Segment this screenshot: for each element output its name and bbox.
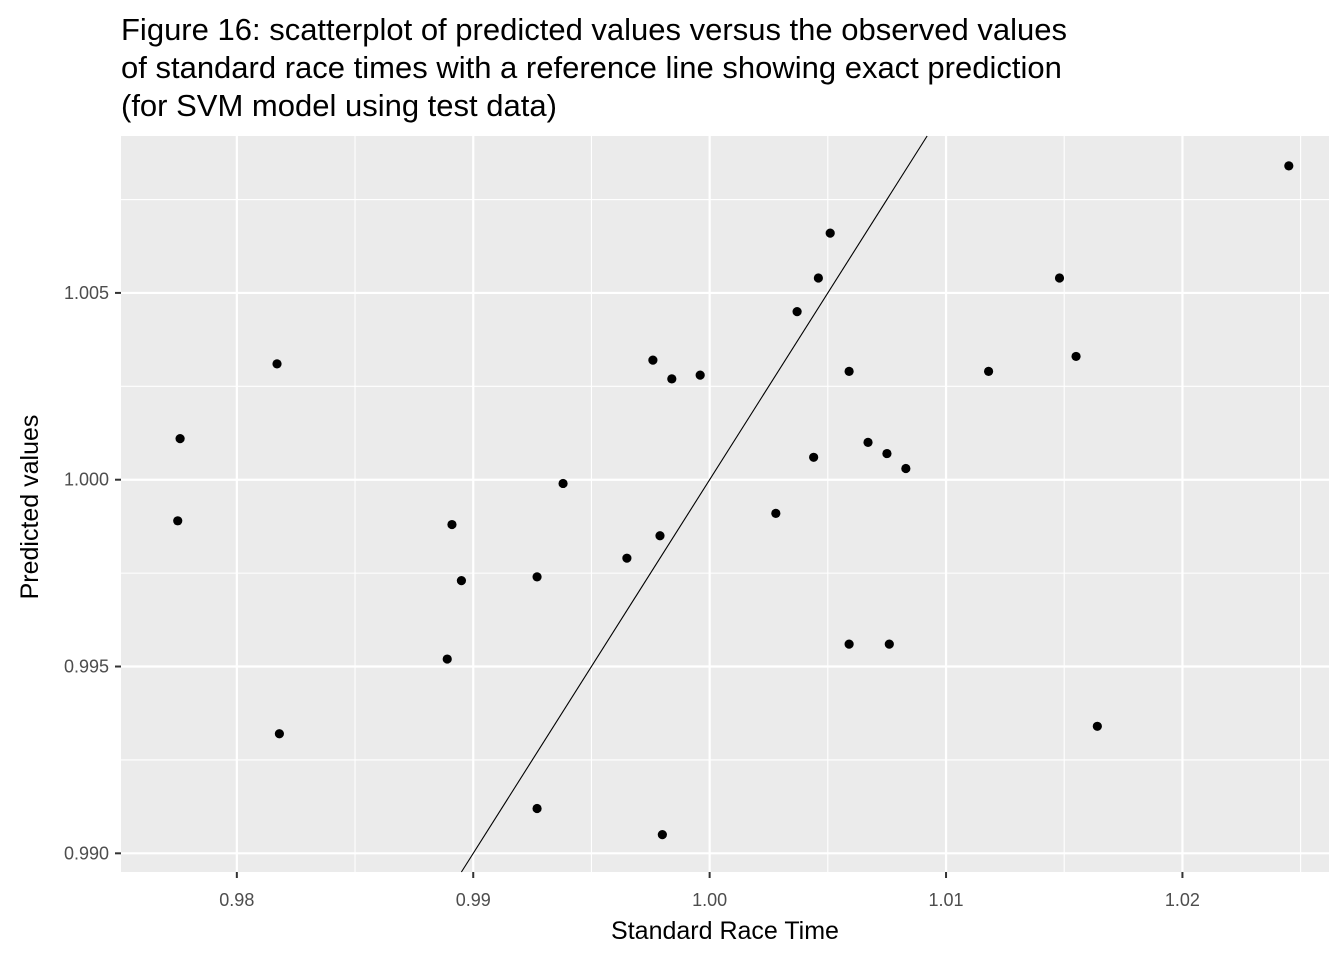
- data-point: [1284, 161, 1294, 171]
- data-point: [792, 306, 802, 317]
- x-tick-label: 1.02: [1165, 890, 1200, 910]
- x-axis: 0.98 0.99 1.00 1.01 1.02: [219, 872, 1200, 910]
- data-point: [173, 516, 183, 526]
- x-tick-label: 0.98: [219, 890, 254, 910]
- data-point: [667, 374, 677, 384]
- data-point: [813, 273, 823, 283]
- data-point: [825, 228, 835, 238]
- data-point: [274, 729, 284, 739]
- data-point: [695, 370, 705, 380]
- data-point: [558, 478, 568, 489]
- y-axis: 0.990 0.995 1.000 1.005: [64, 283, 121, 863]
- x-tick-label: 1.01: [929, 890, 964, 910]
- data-point: [657, 830, 667, 840]
- reference-line: [460, 135, 928, 873]
- data-point: [882, 448, 892, 459]
- y-tick-label: 1.000: [64, 470, 109, 490]
- data-point: [622, 553, 632, 563]
- chart-title: Figure 16: scatterplot of predicted valu…: [121, 12, 1067, 123]
- major-gridlines: [121, 136, 1329, 872]
- data-point: [771, 508, 781, 518]
- data-point: [809, 452, 819, 462]
- data-point: [1092, 721, 1102, 731]
- chart-title-line-1: Figure 16: scatterplot of predicted valu…: [121, 12, 1067, 47]
- x-tick-label: 0.99: [456, 890, 491, 910]
- x-axis-title: Standard Race Time: [611, 917, 839, 945]
- y-tick-label: 0.995: [64, 657, 109, 677]
- y-axis-title: Predicted values: [16, 415, 44, 600]
- data-point: [844, 366, 854, 376]
- data-points: [173, 161, 1294, 840]
- y-tick-label: 0.990: [64, 843, 109, 863]
- plot-panel: [121, 136, 1329, 872]
- data-point: [442, 654, 452, 664]
- reference-line-layer: [460, 135, 928, 873]
- data-point: [655, 531, 665, 541]
- x-tick-label: 1.00: [692, 890, 727, 910]
- chart-title-line-2: of standard race times with a reference …: [121, 50, 1062, 85]
- data-point: [456, 575, 467, 586]
- y-tick-label: 1.005: [64, 283, 109, 303]
- data-point: [1054, 273, 1065, 283]
- data-point: [532, 572, 542, 582]
- data-point: [844, 639, 854, 649]
- data-point: [1071, 351, 1081, 362]
- data-point: [901, 463, 911, 474]
- data-point: [863, 437, 873, 447]
- data-point: [272, 359, 282, 369]
- data-point: [884, 639, 894, 649]
- data-point: [447, 519, 457, 530]
- chart-title-line-3: (for SVM model using test data): [121, 88, 557, 123]
- data-point: [648, 355, 658, 365]
- minor-gridlines: [121, 136, 1329, 872]
- data-point: [532, 803, 542, 814]
- data-point: [983, 366, 994, 376]
- data-point: [175, 434, 185, 444]
